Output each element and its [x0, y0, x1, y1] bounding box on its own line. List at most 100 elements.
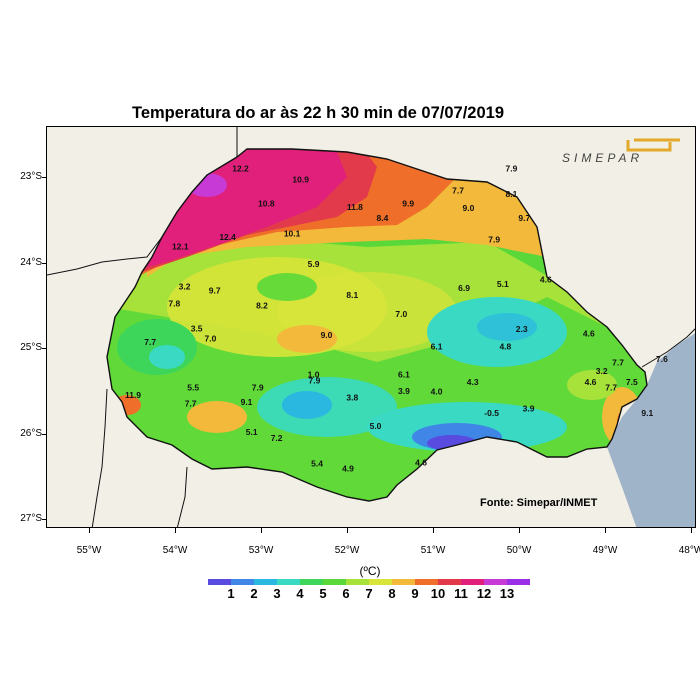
station-label: 6.1 [398, 370, 410, 380]
station-label: 10.9 [292, 175, 309, 185]
station-label: 11.9 [125, 390, 141, 400]
lon-tick-label: 49°W [592, 545, 618, 556]
lat-tick-mark [42, 177, 46, 179]
legend-swatch [208, 579, 231, 585]
lon-tick-mark [89, 528, 90, 533]
station-label: 8.4 [376, 213, 388, 223]
station-label: 7.9 [505, 163, 517, 173]
station-label: 9.7 [209, 286, 221, 296]
station-label: 4.8 [499, 341, 511, 351]
station-label: 4.0 [431, 387, 443, 397]
legend-label: 13 [499, 586, 515, 601]
station-label: 12.2 [232, 163, 249, 173]
legend-label: 8 [388, 586, 396, 601]
station-label: 5.1 [246, 427, 258, 437]
station-label: 9.9 [402, 199, 414, 209]
legend-label: 4 [296, 586, 304, 601]
station-label: 7.7 [452, 186, 464, 196]
lon-tick-mark [605, 528, 606, 533]
station-label: 7.5 [626, 377, 638, 387]
border-paraguay [91, 388, 108, 527]
station-label: 9.1 [241, 397, 253, 407]
station-label: 4.3 [467, 377, 479, 387]
lon-tick-label: 50°W [506, 545, 532, 556]
station-label: 4.6 [540, 275, 552, 285]
lon-tick-label: 53°W [248, 545, 274, 556]
station-label: 5.4 [311, 458, 323, 468]
station-label: 4.6 [415, 458, 427, 468]
legend-label: 2 [250, 586, 258, 601]
station-label: 9.1 [641, 408, 653, 418]
border-argentina [176, 466, 188, 527]
station-label: 7.0 [395, 309, 407, 319]
map-area[interactable]: 12.2 10.9 10.8 11.8 9.9 7.7 9.0 8.1 9.7 7.9 8.4 12.… [46, 126, 696, 528]
lon-tick-label: 48°W [678, 545, 700, 556]
coast-sp [641, 328, 695, 368]
legend-swatch [346, 579, 369, 585]
station-label: 3.5 [191, 323, 203, 333]
legend-label: 11 [454, 586, 468, 601]
lon-tick-mark [175, 528, 176, 533]
ocean [607, 333, 695, 527]
legend-swatch [369, 579, 392, 585]
station-label: 3.9 [523, 404, 535, 414]
station-label: 5.5 [187, 382, 199, 392]
legend-label: 12 [476, 586, 492, 601]
lat-tick-label: 23°S [20, 171, 42, 183]
station-label: 7.9 [309, 376, 321, 386]
legend-swatch [392, 579, 415, 585]
legend-swatch [415, 579, 438, 585]
lon-tick-mark [519, 528, 520, 533]
station-label: 9.0 [321, 330, 333, 340]
station-label: 7.2 [271, 433, 283, 443]
station-label: 8.2 [256, 300, 268, 310]
station-label: 12.4 [219, 232, 236, 242]
legend-swatch [231, 579, 254, 585]
station-label: 2.3 [516, 324, 528, 334]
station-labels: 12.2 10.9 10.8 11.8 9.9 7.7 9.0 8.1 9.7 7.9 8.4 12.… [125, 163, 668, 473]
station-label: 1.0 [308, 370, 320, 380]
station-label: 7.9 [252, 382, 264, 392]
station-label: 5.0 [370, 421, 382, 431]
station-label: 12.1 [172, 241, 189, 251]
station-label: 8.1 [346, 290, 358, 300]
simepar-logo-graphic: SIMEPAR [562, 138, 680, 165]
legend-label: 10 [430, 586, 446, 601]
legend-swatch [461, 579, 484, 585]
station-label: 3.9 [398, 386, 410, 396]
lat-tick-label: 25°S [20, 342, 42, 354]
station-label: 10.8 [258, 199, 275, 209]
station-label: 7.8 [168, 299, 180, 309]
lat-tick-mark [42, 348, 46, 350]
station-label: -0.5 [484, 408, 499, 418]
lat-tick-label: 24°S [20, 256, 42, 268]
lat-tick-label: 27°S [20, 513, 42, 525]
station-label: 8.1 [505, 189, 517, 199]
station-label: 10.1 [284, 228, 301, 238]
legend-label: 1 [227, 586, 235, 601]
legend-swatch [438, 579, 461, 585]
legend-label: 6 [342, 586, 350, 601]
lat-tick-mark [42, 519, 46, 521]
legend-swatch [507, 579, 530, 585]
station-label: 7.7 [612, 358, 624, 368]
lat-tick-mark [42, 433, 46, 435]
legend-swatch [300, 579, 323, 585]
lon-tick-label: 55°W [76, 545, 102, 556]
temperature-field [107, 149, 647, 501]
station-label: 7.7 [605, 382, 617, 392]
station-label: 3.2 [179, 281, 191, 291]
station-label: 7.7 [185, 399, 197, 409]
legend-unit: (ºC) [359, 564, 381, 578]
lat-tick-label: 26°S [20, 427, 42, 439]
lon-tick-mark [347, 528, 348, 533]
lat-tick-mark [42, 262, 46, 264]
station-label: 3.8 [346, 393, 358, 403]
lon-tick-label: 51°W [420, 545, 446, 556]
station-label: 9.0 [462, 203, 474, 213]
lon-tick-mark [433, 528, 434, 533]
legend-colorbar [208, 579, 530, 585]
station-label: 7.0 [204, 334, 216, 344]
station-label: 4.6 [585, 377, 597, 387]
station-label: 4.9 [342, 464, 354, 474]
